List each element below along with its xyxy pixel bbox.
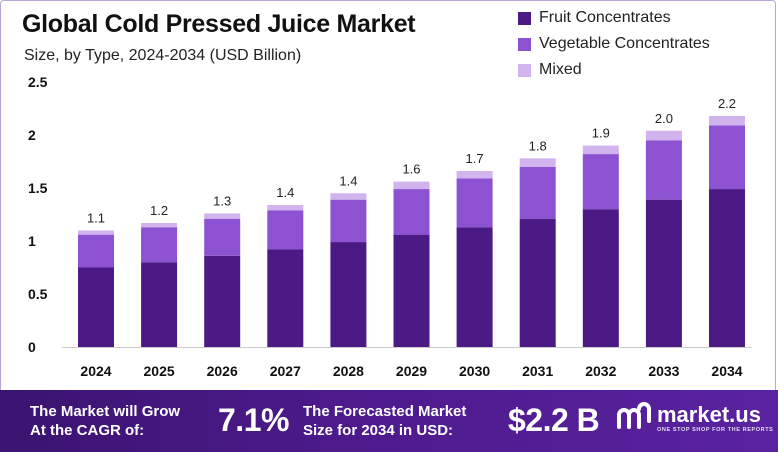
cagr-label-line2: At the CAGR of: bbox=[30, 422, 145, 439]
legend-swatch-mixed bbox=[518, 63, 531, 77]
legend-label-mixed: Mixed bbox=[539, 61, 582, 78]
bar-segment-fruit bbox=[393, 234, 430, 347]
legend: Fruit Concentrates Vegetable Concentrate… bbox=[518, 5, 710, 83]
x-tick-label: 2025 bbox=[144, 363, 175, 379]
y-tick-label: 1.5 bbox=[28, 180, 48, 196]
y-tick-label: 2.5 bbox=[28, 74, 48, 90]
cagr-value: 7.1% bbox=[218, 402, 289, 438]
brand-tagline: ONE STOP SHOP FOR THE REPORTS bbox=[657, 427, 774, 433]
bar-segment-vegetable bbox=[267, 210, 304, 250]
brand-name: market.us bbox=[657, 402, 761, 427]
bar-total-label: 1.9 bbox=[592, 126, 610, 141]
bar-chart: 0 0.5 1 1.5 2 2.5 1.1 2024 1.2 2025 1.3 2026 1.4 2027… bbox=[28, 74, 752, 379]
forecast-label-line1: The Forecasted Market bbox=[303, 403, 467, 420]
x-tick-label: 2024 bbox=[80, 363, 111, 379]
bar-segment-vegetable bbox=[645, 140, 682, 200]
x-tick-label: 2029 bbox=[396, 363, 427, 379]
bar-segment-mixed bbox=[645, 130, 682, 141]
x-tick-label: 2031 bbox=[522, 363, 553, 379]
bar-segment-fruit bbox=[582, 209, 619, 347]
bar-segment-mixed bbox=[519, 158, 556, 167]
bar-segment-vegetable bbox=[709, 125, 745, 190]
bar-segment-mixed bbox=[204, 213, 241, 219]
bar-segment-vegetable bbox=[204, 218, 241, 256]
y-tick-label: 0 bbox=[28, 339, 36, 355]
bar-segment-mixed bbox=[330, 193, 367, 200]
bar-segment-mixed bbox=[267, 204, 304, 211]
bar-segment-mixed bbox=[456, 171, 493, 179]
bar-segment-fruit bbox=[519, 218, 556, 347]
x-tick-label: 2028 bbox=[333, 363, 364, 379]
y-tick-label: 2 bbox=[28, 127, 36, 143]
market-us-logo-icon bbox=[617, 402, 651, 429]
bar-total-label: 1.8 bbox=[529, 138, 547, 153]
bar-segment-fruit bbox=[204, 255, 241, 347]
x-tick-label: 2033 bbox=[648, 363, 679, 379]
forecast-value: $2.2 B bbox=[508, 402, 600, 438]
legend-label-fruit: Fruit Concentrates bbox=[539, 9, 671, 26]
bar-segment-fruit bbox=[709, 189, 745, 347]
chart-title: Global Cold Pressed Juice Market bbox=[22, 10, 416, 38]
legend-item-mixed: Mixed bbox=[518, 57, 710, 83]
bar-segment-vegetable bbox=[393, 189, 430, 235]
cagr-label: The Market will Grow At the CAGR of: bbox=[30, 402, 180, 440]
bar-total-label: 1.3 bbox=[213, 193, 231, 208]
bar-segment-fruit bbox=[645, 199, 682, 347]
bar-segment-vegetable bbox=[78, 234, 114, 268]
x-tick-label: 2032 bbox=[585, 363, 616, 379]
x-tick-label: 2030 bbox=[459, 363, 490, 379]
legend-swatch-vegetable bbox=[518, 37, 531, 51]
bar-total-label: 2.2 bbox=[718, 96, 736, 111]
bar-segment-fruit bbox=[267, 249, 304, 347]
bar-segment-fruit bbox=[78, 267, 114, 347]
bar-segment-mixed bbox=[582, 145, 619, 155]
y-tick-label: 1 bbox=[28, 233, 36, 249]
bar-total-label: 1.4 bbox=[276, 185, 294, 200]
bar-segment-mixed bbox=[393, 181, 430, 190]
legend-label-vegetable: Vegetable Concentrates bbox=[539, 35, 710, 52]
bar-segment-vegetable bbox=[330, 199, 367, 243]
bar-total-label: 1.2 bbox=[150, 203, 168, 218]
legend-item-fruit: Fruit Concentrates bbox=[518, 5, 710, 31]
bar-segment-mixed bbox=[78, 230, 114, 235]
bar-segment-vegetable bbox=[456, 178, 493, 228]
brand-logo: market.us ONE STOP SHOP FOR THE REPORTS bbox=[615, 401, 773, 435]
bar-segment-mixed bbox=[709, 115, 745, 126]
x-tick-label: 2026 bbox=[207, 363, 238, 379]
chart-subtitle: Size, by Type, 2024-2034 (USD Billion) bbox=[24, 47, 302, 64]
bar-segment-fruit bbox=[456, 227, 493, 347]
bar-total-label: 2.0 bbox=[655, 111, 673, 126]
bar-segment-vegetable bbox=[519, 166, 556, 219]
x-tick-label: 2027 bbox=[270, 363, 301, 379]
bar-total-label: 1.7 bbox=[466, 151, 484, 166]
x-tick-label: 2034 bbox=[711, 363, 742, 379]
bar-segment-vegetable bbox=[141, 227, 178, 263]
bar-total-label: 1.4 bbox=[339, 173, 357, 188]
bar-segment-vegetable bbox=[582, 154, 619, 210]
bar-total-label: 1.1 bbox=[87, 210, 105, 225]
cagr-label-line1: The Market will Grow bbox=[30, 403, 181, 420]
forecast-label: The Forecasted Market Size for 2034 in U… bbox=[303, 402, 466, 440]
y-tick-label: 0.5 bbox=[28, 286, 48, 302]
bar-segment-fruit bbox=[330, 242, 367, 347]
legend-item-vegetable: Vegetable Concentrates bbox=[518, 31, 710, 57]
footer-banner: The Market will Grow At the CAGR of: 7.1… bbox=[0, 390, 778, 452]
bar-segment-fruit bbox=[141, 262, 178, 347]
legend-swatch-fruit bbox=[518, 11, 531, 25]
bar-total-label: 1.6 bbox=[402, 162, 420, 177]
bar-segment-mixed bbox=[141, 222, 178, 228]
forecast-label-line2: Size for 2034 in USD: bbox=[303, 422, 454, 439]
